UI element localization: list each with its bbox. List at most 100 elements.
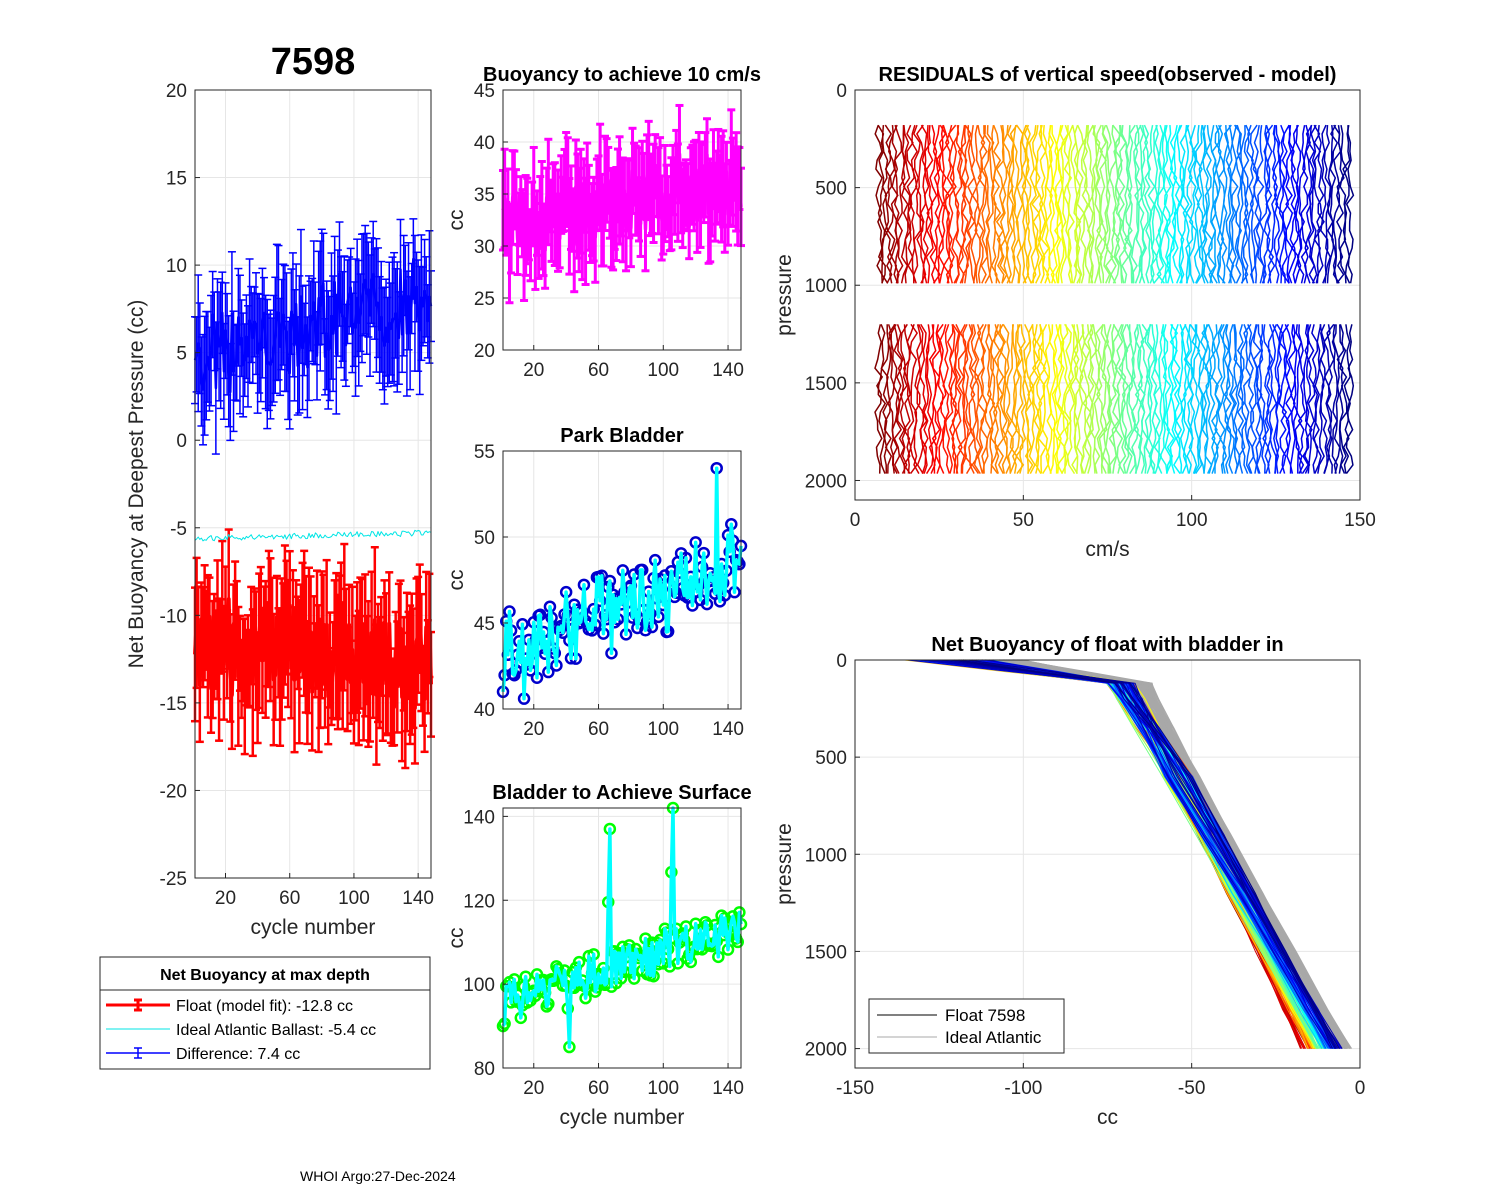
x-tick-label: 100 [1176, 510, 1208, 531]
residual-profile [1076, 324, 1085, 474]
y-tick-label: 1500 [805, 942, 847, 963]
residual-profile [900, 125, 909, 284]
residual-profile [1233, 324, 1242, 474]
residual-profile [1301, 324, 1310, 475]
residual-profile [915, 124, 925, 284]
y-tick-label: 40 [474, 133, 495, 154]
residual-profile [1117, 125, 1127, 284]
chart-title: RESIDUALS of vertical speed(observed - m… [879, 64, 1337, 86]
residual-profile [909, 323, 919, 475]
x-tick-label: 140 [712, 1078, 744, 1099]
residual-profile [1156, 124, 1165, 284]
residual-profile [1086, 324, 1095, 474]
legend-entry: Float (model fit): -12.8 cc [176, 998, 353, 1015]
residual-profile [1242, 124, 1251, 284]
residual-profile [951, 125, 960, 284]
residual-profile [1236, 124, 1245, 284]
residual-profile [974, 124, 982, 284]
residual-profile [996, 323, 1005, 474]
y-axis-label: cc [445, 210, 468, 231]
legend-entry: Ideal Atlantic [945, 1028, 1042, 1047]
residual-profile [1157, 324, 1165, 474]
residual-profile [1082, 125, 1092, 284]
residual-profile [1220, 324, 1230, 474]
residual-profile [1159, 124, 1169, 284]
net-buoyancy-axes [195, 89, 431, 879]
residual-profile [990, 324, 999, 475]
y-tick-label: 10 [166, 256, 187, 277]
residual-profile [909, 124, 918, 284]
residual-profile [1332, 324, 1341, 474]
y-tick-label: 25 [474, 289, 495, 310]
residual-profile [932, 125, 941, 284]
residual-profile [1320, 324, 1328, 474]
residual-profile [1092, 324, 1101, 474]
y-axis-label: cc [445, 570, 468, 591]
residual-profile [1104, 124, 1114, 284]
residual-profile [899, 323, 908, 474]
x-tick-label: 50 [1013, 510, 1034, 531]
residual-profile [938, 324, 947, 474]
y-tick-label: 2000 [805, 471, 847, 492]
x-tick-label: 20 [215, 888, 236, 909]
legend-entry: Float 7598 [945, 1006, 1025, 1025]
residual-profile [957, 125, 967, 284]
y-tick-label: 50 [474, 528, 495, 549]
residual-profile [947, 124, 957, 284]
y-tick-label: -15 [160, 694, 187, 715]
y-tick-label: 1500 [805, 374, 847, 395]
residual-profile [954, 323, 963, 474]
residual-profile [1240, 125, 1249, 284]
residual-profile [1236, 324, 1246, 474]
residual-profile [1326, 323, 1335, 474]
residual-profile [1005, 124, 1015, 284]
residual-profile [886, 125, 896, 284]
residual-profile [1331, 324, 1339, 474]
residual-profile [1182, 324, 1191, 474]
residual-profile [960, 124, 969, 284]
residual-profile [1076, 124, 1086, 284]
y-tick-label: 20 [166, 81, 187, 102]
residual-profile [944, 324, 954, 474]
residual-profile [1095, 124, 1104, 284]
residual-profile [913, 324, 922, 474]
residual-profile [1176, 124, 1185, 284]
residual-profile [916, 323, 925, 475]
residual-profile [922, 125, 931, 284]
residual-profile [980, 324, 989, 474]
x-tick-label: 150 [1344, 510, 1376, 531]
residual-profile [1198, 124, 1207, 284]
residual-profile [1044, 324, 1053, 474]
legend-entry: Difference: 7.4 cc [176, 1046, 300, 1063]
residual-profile [1002, 323, 1011, 474]
axes-box [854, 89, 1361, 501]
x-tick-label: -100 [1004, 1078, 1042, 1099]
buoyancy-legend: Net Buoyancy at max depth Float (model fi… [99, 956, 431, 1070]
residual-profile [893, 124, 903, 284]
residual-profile [1048, 324, 1057, 474]
axes-box [194, 89, 432, 879]
residual-profile [874, 124, 883, 284]
residual-profile [963, 324, 973, 474]
y-axis-label: pressure [773, 254, 796, 336]
residual-profile [1201, 323, 1210, 474]
residual-profile [1114, 125, 1124, 284]
residual-profile [1287, 125, 1297, 284]
surface-line [501, 806, 743, 1049]
chart-title: Net Buoyancy of float with bladder in [931, 634, 1283, 656]
x-tick-label: 60 [588, 1078, 609, 1099]
residual-profile [1217, 323, 1226, 474]
y-tick-label: 40 [474, 700, 495, 721]
residual-profile [1111, 323, 1121, 474]
residual-profile [1265, 124, 1275, 284]
residual-profile [1166, 324, 1175, 474]
residual-profile [1143, 124, 1153, 284]
residual-profile [948, 324, 957, 474]
residual-profile [1137, 324, 1146, 474]
residual-profile [1032, 324, 1041, 474]
residual-profile [881, 125, 889, 284]
residual-profile [967, 125, 976, 284]
residual-profile [1345, 324, 1355, 475]
residual-profile [1188, 124, 1198, 284]
